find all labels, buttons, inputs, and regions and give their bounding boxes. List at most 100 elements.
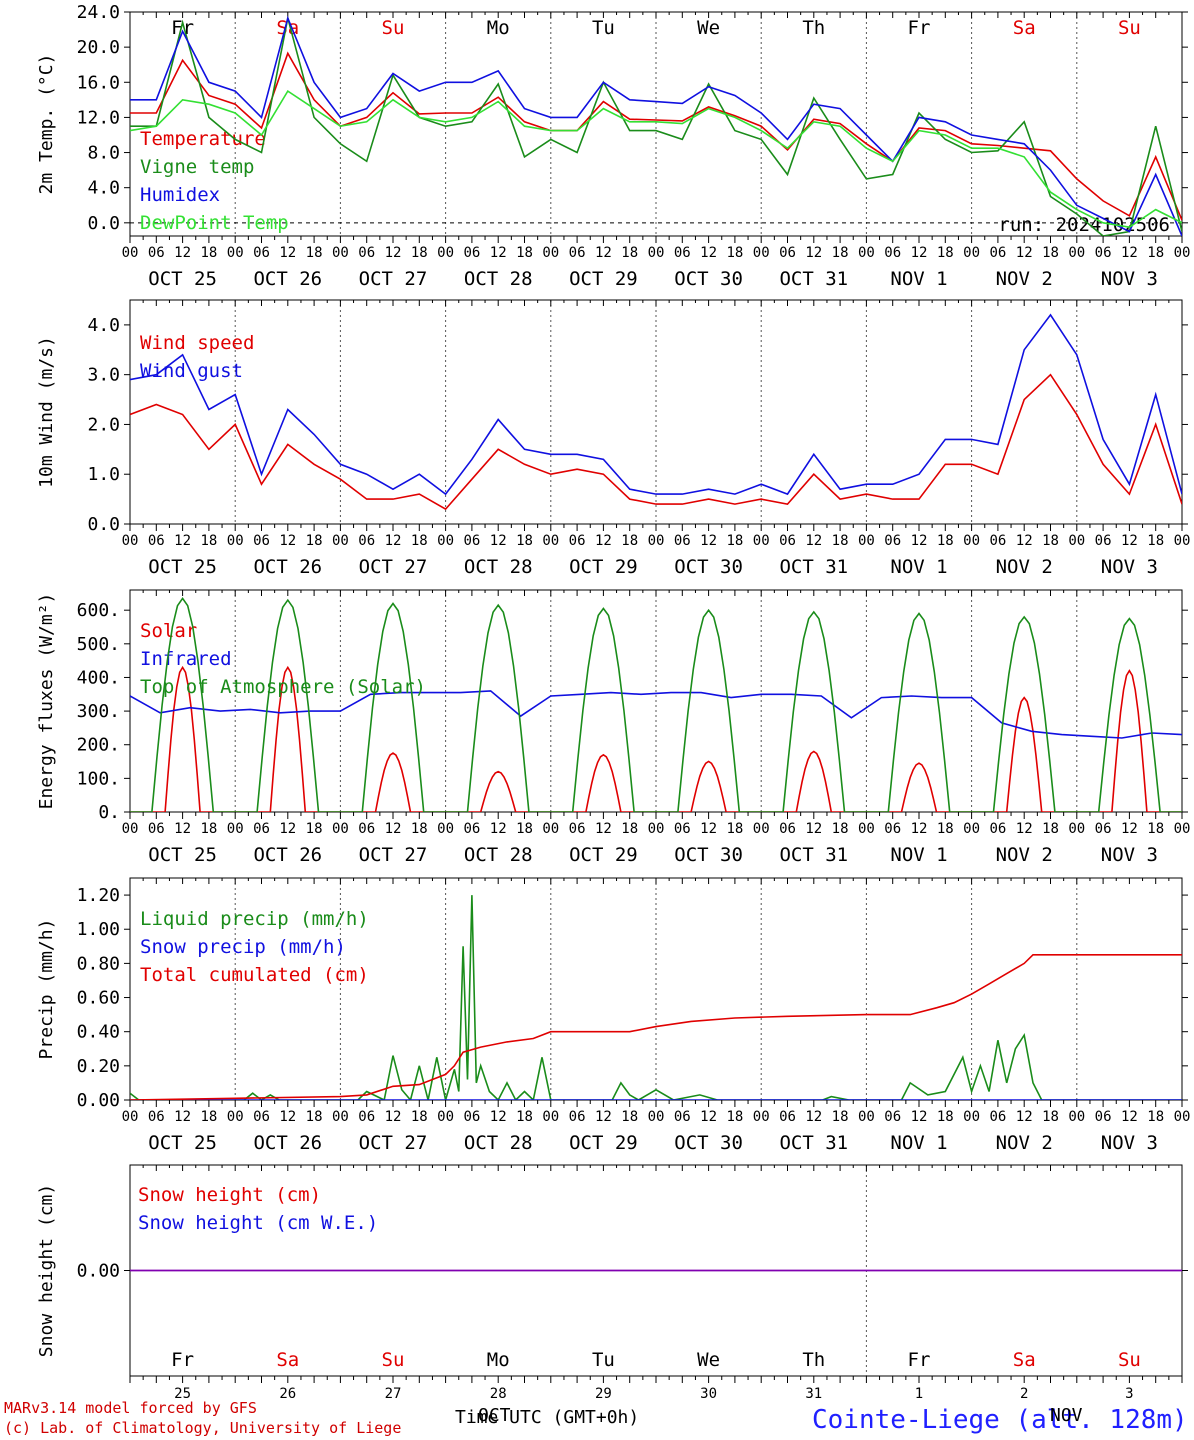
x-tick-label: 12 <box>595 821 612 837</box>
bottom-weekday-label: Tu <box>592 1349 615 1371</box>
y-tick-label: 1.0 <box>87 464 120 485</box>
date-label: OCT 26 <box>253 556 322 578</box>
date-label: NOV 2 <box>996 1132 1053 1154</box>
day-number-label: 31 <box>805 1386 822 1402</box>
x-tick-label: 12 <box>1016 1109 1033 1125</box>
x-tick-label: 00 <box>332 1109 349 1125</box>
series-energy-1 <box>130 690 1182 739</box>
date-label: NOV 1 <box>890 844 947 866</box>
date-label: OCT 30 <box>674 1132 743 1154</box>
x-tick-label: 18 <box>937 245 954 261</box>
legend-item: Wind gust <box>140 360 243 382</box>
x-tick-label: 00 <box>963 821 980 837</box>
month-label-nov: NOV <box>1050 1405 1083 1426</box>
x-tick-label: 12 <box>385 245 402 261</box>
day-number-label: 27 <box>385 1386 402 1402</box>
model-credit: MARv3.14 model forced by GFS <box>4 1399 257 1417</box>
x-tick-label: 12 <box>279 245 296 261</box>
x-tick-label: 12 <box>174 533 191 549</box>
y-tick-label: 0.80 <box>77 953 120 974</box>
series-precip-0 <box>130 895 1182 1100</box>
legend-item: Vigne temp <box>140 156 254 178</box>
date-label: NOV 1 <box>890 268 947 290</box>
x-tick-label: 06 <box>569 245 586 261</box>
x-tick-label: 00 <box>542 533 559 549</box>
x-tick-label: 12 <box>279 1109 296 1125</box>
date-label: OCT 25 <box>148 268 217 290</box>
bottom-weekday-label: Fr <box>908 1349 931 1371</box>
x-tick-label: 06 <box>358 533 375 549</box>
x-tick-label: 06 <box>463 533 480 549</box>
weekday-label: Sa <box>1013 17 1036 39</box>
x-tick-label: 12 <box>279 533 296 549</box>
x-tick-label: 12 <box>911 245 928 261</box>
x-tick-label: 00 <box>542 821 559 837</box>
x-tick-label: 18 <box>726 821 743 837</box>
y-tick-label: 1.00 <box>77 919 120 940</box>
x-tick-label: 00 <box>437 1109 454 1125</box>
date-label: OCT 26 <box>253 268 322 290</box>
date-label: OCT 28 <box>464 1132 533 1154</box>
x-tick-label: 12 <box>385 1109 402 1125</box>
date-label: OCT 31 <box>779 844 848 866</box>
x-tick-label: 06 <box>569 1109 586 1125</box>
x-tick-label: 06 <box>358 245 375 261</box>
weekday-label: Fr <box>908 17 931 39</box>
x-tick-label: 06 <box>1095 245 1112 261</box>
x-tick-label: 06 <box>253 1109 270 1125</box>
x-tick-label: 00 <box>648 245 665 261</box>
x-tick-label: 00 <box>122 533 139 549</box>
bottom-day-labels: Fr 25 Sa 26 Su 27 Mo 28 Tu 29 We 30 Th 31 Fr 1 Sa 2 Su 3 <box>171 1349 1141 1402</box>
x-tick-label: 18 <box>1147 245 1164 261</box>
legend-item: Temperature <box>140 128 266 150</box>
x-tick-label: 06 <box>253 245 270 261</box>
x-tick-label: 00 <box>1068 821 1085 837</box>
x-tick-label: 18 <box>306 533 323 549</box>
panel-wind: 0.0 1.0 2.0 3.0 4.0 10m Wind (m/s) 00 06 12 18 00 0… <box>36 299 1191 578</box>
x-tick-label: 00 <box>858 245 875 261</box>
x-tick-label: 18 <box>306 1109 323 1125</box>
x-tick-label: 12 <box>490 533 507 549</box>
x-tick-label: 00 <box>1174 533 1191 549</box>
x-tick-label: 18 <box>516 821 533 837</box>
series-temp-2 <box>130 15 1182 236</box>
x-tick-label: 00 <box>753 533 770 549</box>
x-tick-label: 00 <box>332 245 349 261</box>
y-tick-label: 0.00 <box>77 1090 120 1111</box>
x-tick-label: 18 <box>1042 821 1059 837</box>
date-label: OCT 25 <box>148 1132 217 1154</box>
x-tick-label: 00 <box>122 1109 139 1125</box>
x-tick-label: 18 <box>621 245 638 261</box>
x-tick-label: 18 <box>1042 245 1059 261</box>
date-label: OCT 27 <box>359 1132 428 1154</box>
x-tick-label: 00 <box>332 533 349 549</box>
x-tick-label: 00 <box>753 821 770 837</box>
x-tick-label: 00 <box>542 1109 559 1125</box>
x-tick-label: 00 <box>437 533 454 549</box>
x-tick-label: 00 <box>332 821 349 837</box>
x-tick-label: 00 <box>648 1109 665 1125</box>
x-tick-label: 12 <box>805 533 822 549</box>
legend-item: Liquid precip (mm/h) <box>140 908 369 930</box>
y-tick-label: 0.00 <box>77 1261 120 1282</box>
x-tick-label: 06 <box>1095 1109 1112 1125</box>
x-tick-label: 06 <box>1095 533 1112 549</box>
x-tick-label: 06 <box>1095 821 1112 837</box>
x-tick-label: 18 <box>1042 533 1059 549</box>
date-label: NOV 2 <box>996 556 1053 578</box>
x-tick-label: 18 <box>200 821 217 837</box>
x-axis-title: Time UTC (GMT+0h) <box>455 1407 639 1428</box>
date-label: OCT 30 <box>674 556 743 578</box>
weekday-label: Su <box>382 17 405 39</box>
series-energy-0 <box>130 665 1182 812</box>
weekday-label: Th <box>802 17 825 39</box>
x-tick-label: 00 <box>227 1109 244 1125</box>
x-tick-label: 00 <box>542 245 559 261</box>
x-tick-label: 06 <box>253 533 270 549</box>
x-tick-label: 06 <box>463 821 480 837</box>
x-tick-label: 18 <box>726 1109 743 1125</box>
weekday-label: Fr <box>171 17 194 39</box>
x-tick-label: 12 <box>911 1109 928 1125</box>
x-tick-label: 06 <box>989 1109 1006 1125</box>
x-tick-label: 00 <box>1174 821 1191 837</box>
